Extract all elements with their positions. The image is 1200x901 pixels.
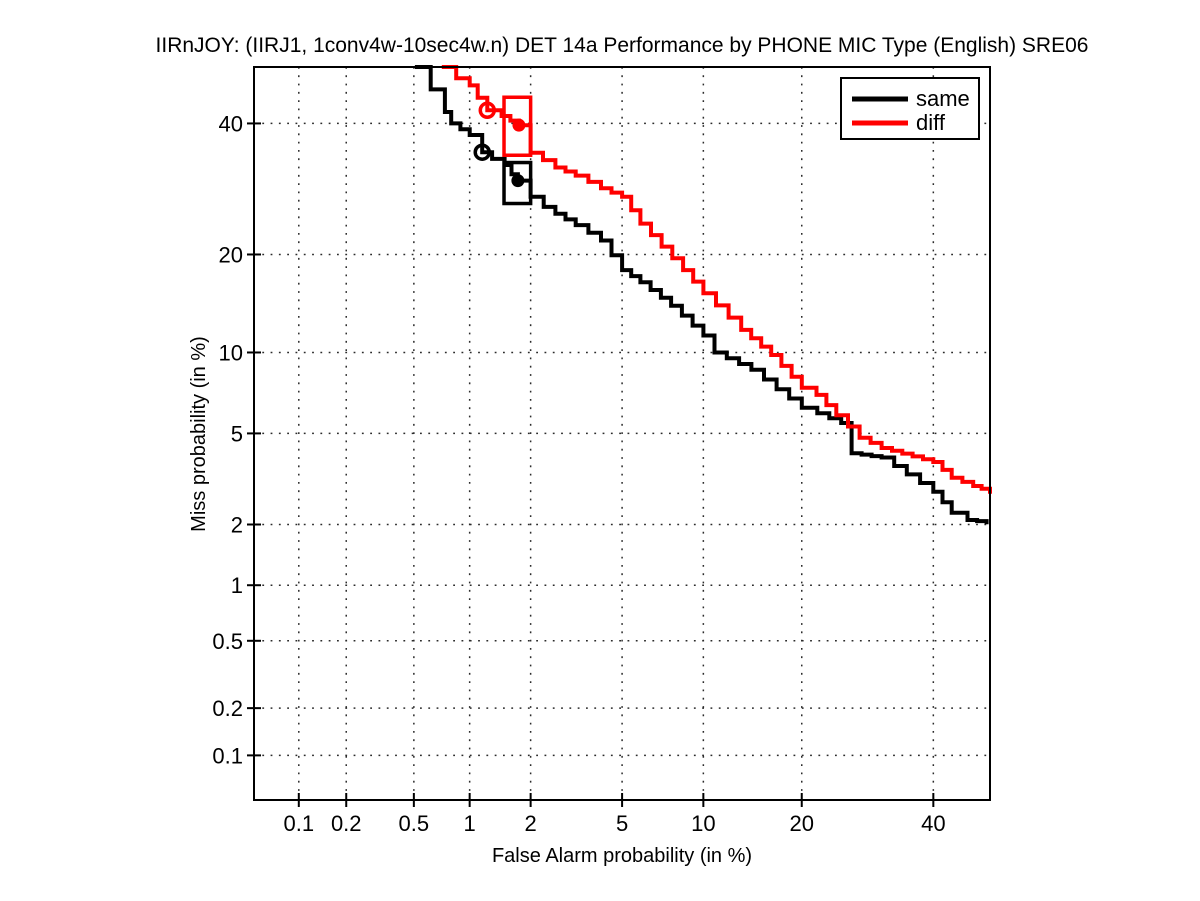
y-tick-label: 40 [219, 111, 243, 136]
marker-filled-dot-diff [512, 118, 526, 132]
y-tick-label: 20 [219, 242, 243, 267]
x-axis-label: False Alarm probability (in %) [492, 845, 752, 867]
marker-rect-diff [502, 95, 533, 157]
x-tick-label: 40 [921, 811, 945, 836]
x-tick-label: 0.1 [284, 811, 315, 836]
marker-layer [473, 95, 533, 206]
x-tick-label: 20 [790, 811, 814, 836]
legend-box [840, 77, 980, 140]
x-tick-label: 10 [691, 811, 715, 836]
y-tick-label: 1 [231, 573, 243, 598]
y-tick-label: 2 [231, 512, 243, 537]
y-tick-label: 5 [231, 421, 243, 446]
y-tick-label: 10 [219, 340, 243, 365]
marker-open-circle-same [473, 143, 491, 161]
grid-layer [254, 67, 990, 800]
y-tick-label: 0.5 [212, 629, 243, 654]
y-axis-label: Miss probability (in %) [188, 336, 210, 532]
tick-layer: 0.1 0.2 0.5 1 2 5 10 20 40 40 20 10 5 2 1 0.5 0.2 0.1 [212, 111, 945, 836]
y-tick-label: 0.2 [212, 696, 243, 721]
det-curve-diff [441, 65, 992, 494]
x-tick-label: 5 [616, 811, 628, 836]
det-curve-same [414, 65, 989, 525]
legend-label-same: same [916, 86, 970, 111]
x-tick-label: 2 [525, 811, 537, 836]
curve-layer [414, 65, 992, 525]
marker-filled-dot-same [511, 174, 525, 188]
marker-open-circle-diff [478, 101, 497, 120]
legend: same diff [840, 77, 980, 140]
x-tick-label: 1 [464, 811, 476, 836]
x-tick-label: 0.5 [399, 811, 430, 836]
marker-rect-same [502, 160, 533, 206]
chart-title: IIRnJOY: (IIRJ1, 1conv4w-10sec4w.n) DET … [156, 34, 1089, 57]
x-tick-label: 0.2 [331, 811, 362, 836]
y-tick-label: 0.1 [212, 743, 243, 768]
legend-label-diff: diff [916, 110, 946, 135]
